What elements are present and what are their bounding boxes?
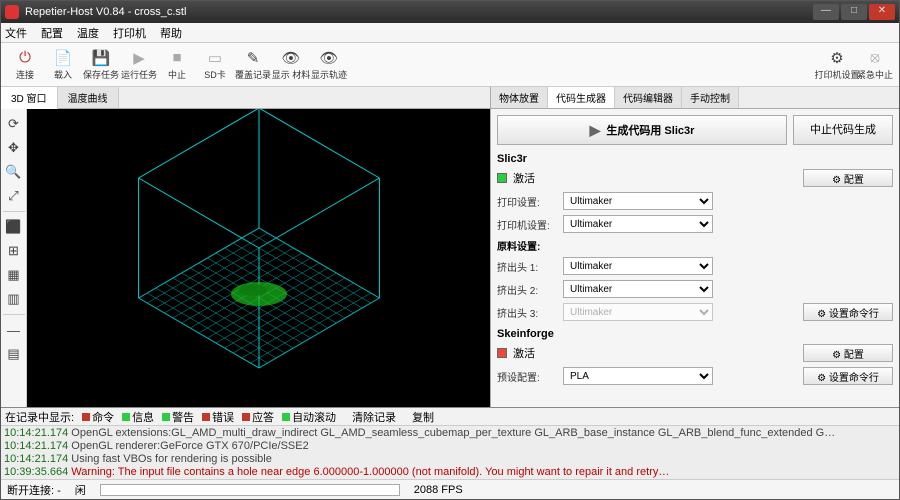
- titlebar: Repetier-Host V0.84 - cross_c.stl — □ ✕: [1, 1, 899, 23]
- show-travel-button[interactable]: 👁显示轨迹: [311, 45, 347, 85]
- menu-文件[interactable]: 文件: [5, 25, 27, 41]
- log-filter-信息[interactable]: 信息: [122, 409, 154, 425]
- log-filter-命令[interactable]: 命令: [82, 409, 114, 425]
- clear-log-button[interactable]: 清除记录: [352, 409, 396, 425]
- log-line: 10:39:35.664 Warning: The input file con…: [4, 466, 896, 479]
- view-tool-1[interactable]: ✥: [3, 137, 25, 159]
- menu-打印机[interactable]: 打印机: [113, 25, 146, 41]
- status-fps: 2088 FPS: [414, 484, 463, 496]
- log-line: 10:14:21.174 Using fast VBOs for renderi…: [4, 453, 896, 466]
- minimize-button[interactable]: —: [813, 4, 839, 20]
- run-job-button[interactable]: ▶运行任务: [121, 45, 157, 85]
- view-tool-7[interactable]: ▥: [3, 288, 25, 310]
- generate-gcode-button[interactable]: ▶ 生成代码用 Slic3r: [497, 115, 787, 145]
- status-connection: 断开连接: -: [7, 482, 61, 498]
- show-filament-button[interactable]: 👁显示 材料: [273, 45, 309, 85]
- overwrite-log-button[interactable]: ✎覆盖记录: [235, 45, 271, 85]
- connect-button[interactable]: ⏻连接: [7, 45, 43, 85]
- left-tab-1[interactable]: 温度曲线: [58, 87, 119, 108]
- extruder2-select[interactable]: Ultimaker: [563, 280, 713, 298]
- view-tool-3[interactable]: ⤢: [3, 185, 25, 207]
- right-tab-3[interactable]: 手动控制: [682, 87, 739, 108]
- left-panel: 3D 窗口温度曲线 ⟳✥🔍⤢ ⬛⊞▦▥ —▤: [1, 87, 491, 407]
- copy-log-button[interactable]: 复制: [412, 409, 434, 425]
- skeinforge-config-button[interactable]: ⚙ 配置: [803, 344, 893, 362]
- slic3r-cmdline-button[interactable]: ⚙ 设置命令行: [803, 303, 893, 321]
- view-tool-0[interactable]: ⟳: [3, 113, 25, 135]
- menu-帮助[interactable]: 帮助: [160, 25, 182, 41]
- log-body[interactable]: 10:14:21.174 OpenGL extensions:GL_AMD_mu…: [1, 426, 899, 479]
- view-tool-5[interactable]: ⊞: [3, 240, 25, 262]
- printer-settings-button[interactable]: ⚙打印机设置: [819, 45, 855, 85]
- slic3r-active-label: 激活: [513, 170, 535, 186]
- view-tool-9[interactable]: ▤: [3, 343, 25, 365]
- log-filter-警告[interactable]: 警告: [162, 409, 194, 425]
- app-icon: [5, 5, 19, 19]
- emergency-stop-button[interactable]: ⦻紧急中止: [857, 45, 893, 85]
- left-tab-0[interactable]: 3D 窗口: [1, 87, 58, 109]
- slicer-panel: ▶ 生成代码用 Slic3r 中止代码生成 Slic3r 激活 ⚙ 配置 打印设…: [491, 109, 899, 407]
- app-window: Repetier-Host V0.84 - cross_c.stl — □ ✕ …: [0, 0, 900, 500]
- log-filter-应答[interactable]: 应答: [242, 409, 274, 425]
- toolbar: ⏻连接📄载入💾保存任务▶运行任务■中止▭SD卡✎覆盖记录👁显示 材料👁显示轨迹 …: [1, 43, 899, 87]
- printer-settings-select[interactable]: Ultimaker: [563, 215, 713, 233]
- close-button[interactable]: ✕: [869, 4, 895, 20]
- right-panel: 物体放置代码生成器代码编辑器手动控制 ▶ 生成代码用 Slic3r 中止代码生成…: [491, 87, 899, 407]
- menubar: 文件配置温度打印机帮助: [1, 23, 899, 43]
- right-tab-0[interactable]: 物体放置: [491, 87, 548, 108]
- view-tool-4[interactable]: ⬛: [3, 216, 25, 238]
- skeinforge-profile-select[interactable]: PLA: [563, 367, 713, 385]
- view-tool-6[interactable]: ▦: [3, 264, 25, 286]
- right-tab-1[interactable]: 代码生成器: [548, 87, 615, 108]
- log-filter-自动滚动[interactable]: 自动滚动: [282, 409, 336, 425]
- log-panel: 在记录中显示: 命令信息警告错误应答自动滚动 清除记录 复制 10:14:21.…: [1, 407, 899, 479]
- maximize-button[interactable]: □: [841, 4, 867, 20]
- window-title: Repetier-Host V0.84 - cross_c.stl: [25, 6, 811, 18]
- skeinforge-active-led: [497, 348, 507, 358]
- print-settings-select[interactable]: Ultimaker: [563, 192, 713, 210]
- sdcard-button[interactable]: ▭SD卡: [197, 45, 233, 85]
- abort-slicing-button[interactable]: 中止代码生成: [793, 115, 893, 145]
- stop-button[interactable]: ■中止: [159, 45, 195, 85]
- log-line: 10:14:21.174 OpenGL extensions:GL_AMD_mu…: [4, 427, 896, 440]
- slic3r-section-title: Slic3r: [497, 153, 893, 165]
- play-icon: ▶: [590, 122, 601, 139]
- slic3r-config-button[interactable]: ⚙ 配置: [803, 169, 893, 187]
- menu-配置[interactable]: 配置: [41, 25, 63, 41]
- view-tool-2[interactable]: 🔍: [3, 161, 25, 183]
- load-button[interactable]: 📄载入: [45, 45, 81, 85]
- log-filter-错误[interactable]: 错误: [202, 409, 234, 425]
- menu-温度[interactable]: 温度: [77, 25, 99, 41]
- slic3r-active-led: [497, 173, 507, 183]
- viewport-toolbar: ⟳✥🔍⤢ ⬛⊞▦▥ —▤: [1, 109, 27, 407]
- right-tabs: 物体放置代码生成器代码编辑器手动控制: [491, 87, 899, 109]
- extruder3-select[interactable]: Ultimaker: [563, 303, 713, 321]
- log-toolbar: 在记录中显示: 命令信息警告错误应答自动滚动 清除记录 复制: [1, 408, 899, 426]
- status-idle: 闲: [75, 482, 86, 498]
- skeinforge-cmdline-button[interactable]: ⚙ 设置命令行: [803, 367, 893, 385]
- view-tool-8[interactable]: —: [3, 319, 25, 341]
- save-job-button[interactable]: 💾保存任务: [83, 45, 119, 85]
- right-tab-2[interactable]: 代码编辑器: [615, 87, 682, 108]
- 3d-viewport[interactable]: [27, 109, 490, 407]
- extruder1-select[interactable]: Ultimaker: [563, 257, 713, 275]
- skeinforge-section-title: Skeinforge: [497, 328, 893, 340]
- 3d-scene: [69, 109, 449, 407]
- left-tabs: 3D 窗口温度曲线: [1, 87, 490, 109]
- status-progressbar: [100, 484, 400, 496]
- log-line: 10:14:21.174 OpenGL renderer:GeForce GTX…: [4, 440, 896, 453]
- statusbar: 断开连接: - 闲 2088 FPS: [1, 479, 899, 499]
